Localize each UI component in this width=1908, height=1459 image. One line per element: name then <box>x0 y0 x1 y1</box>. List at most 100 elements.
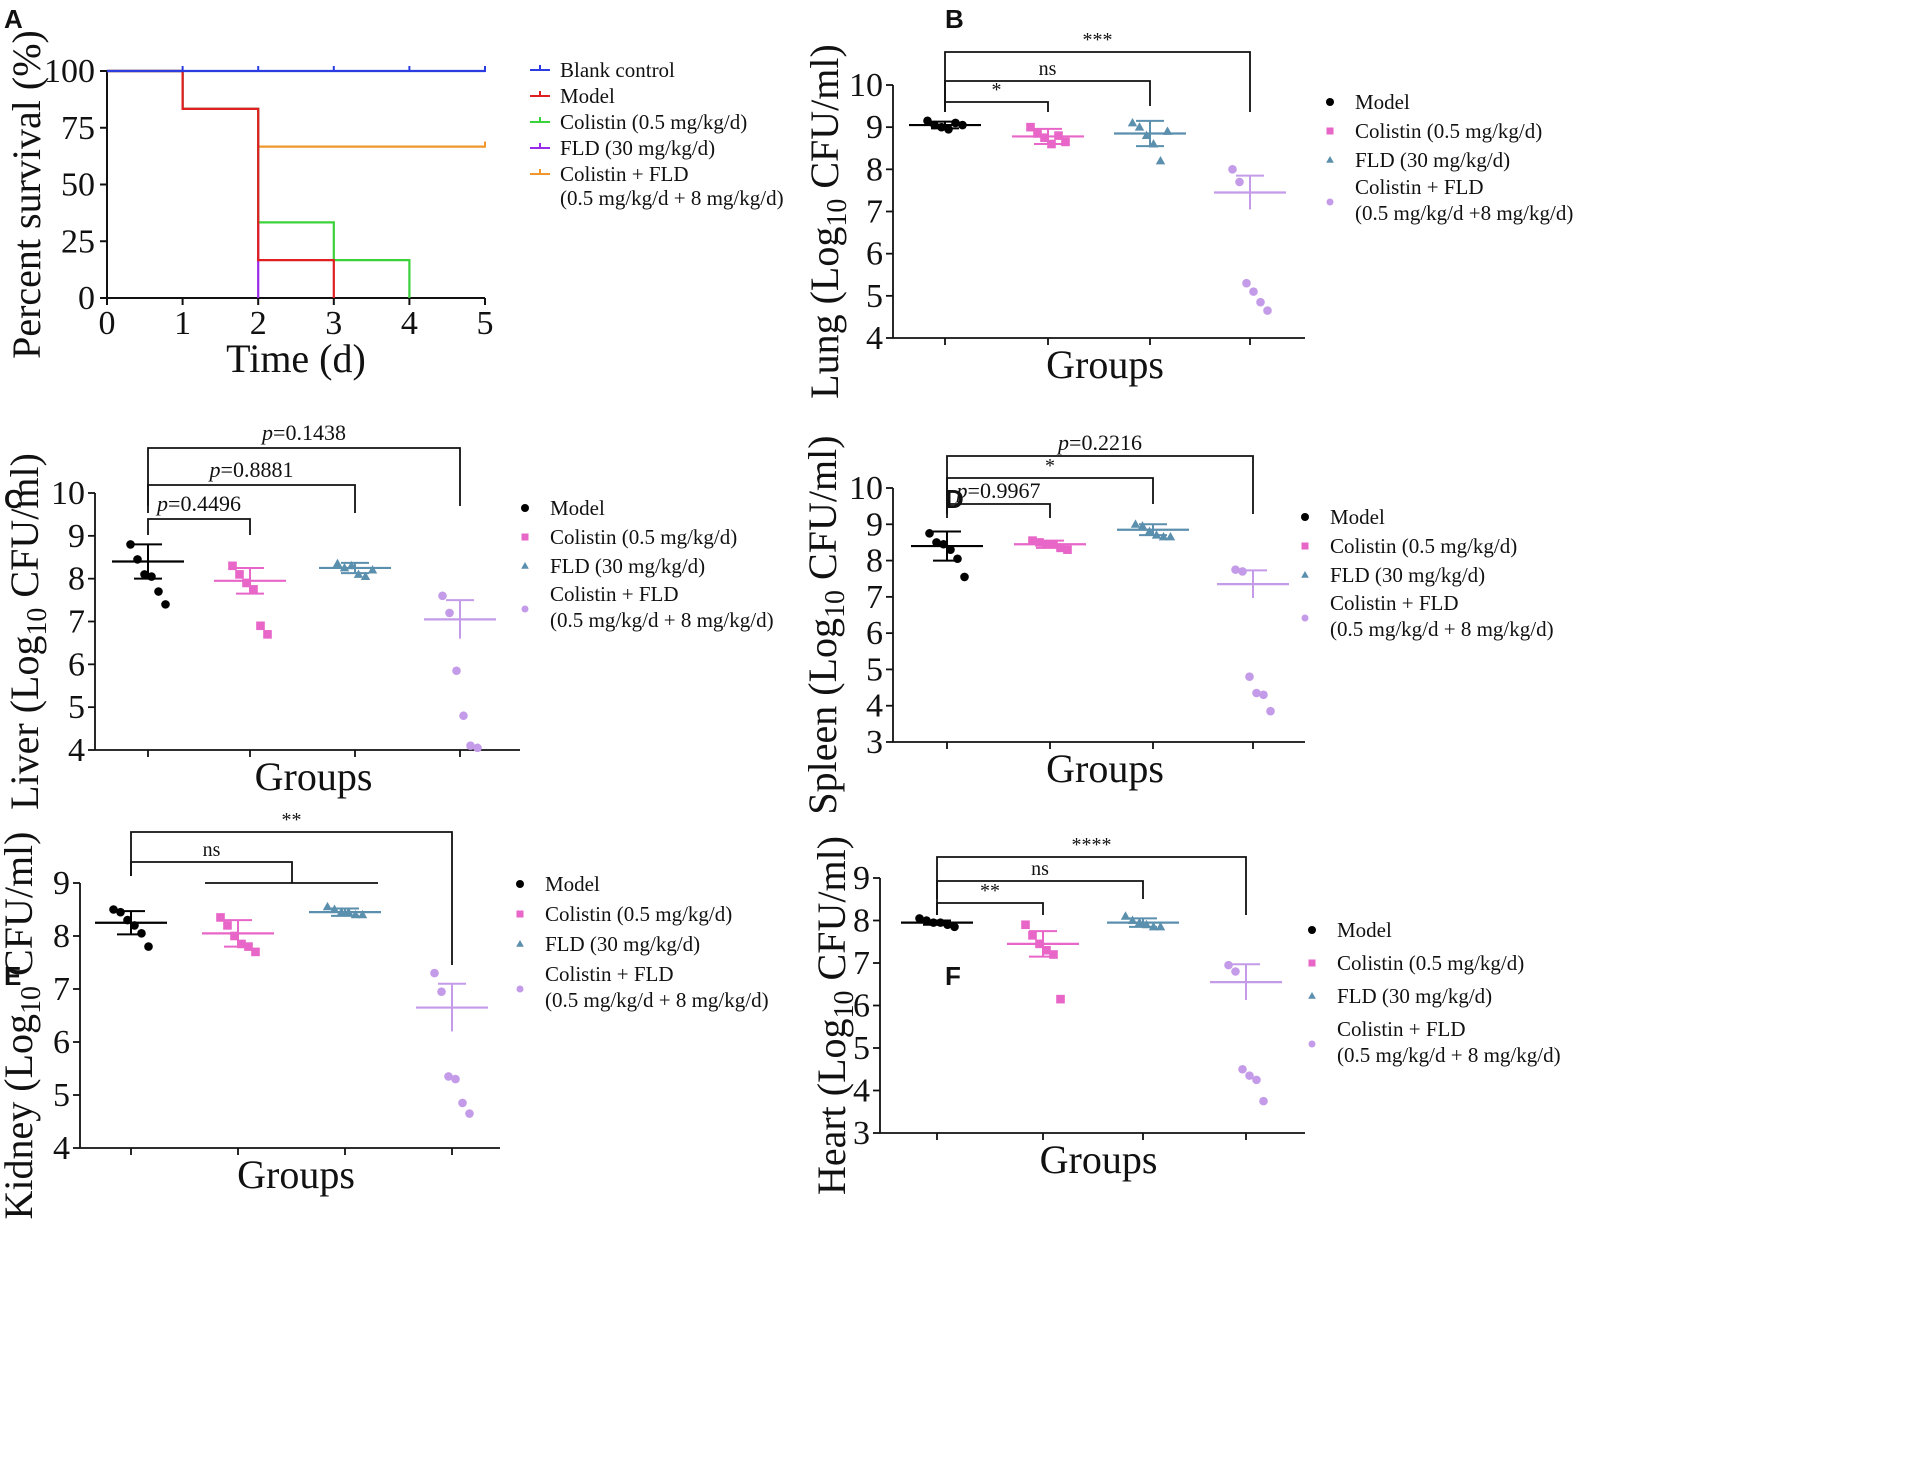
panel-b-legend-label: FLD (30 mg/kg/d) <box>1355 148 1510 172</box>
panel-d-legend-marker <box>1301 614 1309 622</box>
panel-e-legend-marker <box>516 910 524 918</box>
panel-e-legend-label: (0.5 mg/kg/d + 8 mg/kg/d) <box>545 988 769 1012</box>
panel-c-y-tick-label: 7 <box>68 604 85 641</box>
panel-e-point-fld <box>322 901 333 911</box>
panel-a-x-tick-label: 3 <box>325 305 342 342</box>
panel-d-p-prefix: p <box>1056 430 1069 455</box>
panel-f-point-colistin-fld <box>1252 1075 1261 1085</box>
panel-b-legend-item-colistin: Colistin (0.5 mg/kg/d) <box>1326 119 1542 143</box>
panel-b-point-colistin-fld <box>1228 165 1237 174</box>
panel-c-bracket-line <box>147 518 251 535</box>
panel-f-legend-item-fld: FLD (30 mg/kg/d) <box>1308 984 1492 1008</box>
panel-f-significance-label: ns <box>1031 858 1049 880</box>
panel-c-y-tick-label: 9 <box>68 518 85 555</box>
panel-c-legend-label: Model <box>550 496 605 520</box>
panel-d-point-fld <box>1158 532 1169 541</box>
panel-c-y-tick-label: 10 <box>51 475 85 512</box>
panel-d-point-colistin-fld <box>1231 565 1240 574</box>
panel-e-point-model <box>144 942 153 951</box>
panel-b-legend-item-fld: FLD (30 mg/kg/d) <box>1326 148 1510 172</box>
panel-c-point-colistin <box>256 621 265 631</box>
panel-e-bracket-line <box>130 831 453 965</box>
panel-e-group-fld <box>309 901 381 919</box>
panel-f-point-colistin-fld <box>1238 1064 1247 1074</box>
panel-b-point-fld <box>1134 122 1145 131</box>
panel-d-group-colistin <box>1014 536 1086 554</box>
panel-f-point-fld <box>1120 911 1131 920</box>
panel-c-p-prefix: p <box>155 491 168 516</box>
panel-d-y-axis-label: Spleen (Log10 CFU/ml) <box>800 435 851 814</box>
panel-e-group-colistin-fld <box>416 968 488 1118</box>
panel-f-y-axis-label-subscript: 10 <box>829 990 860 1018</box>
panel-a-legend-item-model: Model <box>530 84 615 108</box>
panel-c-legend-label: FLD (30 mg/kg/d) <box>550 554 705 578</box>
panel-a-y-tick-label: 25 <box>61 223 95 260</box>
panel-a-y-tick-label: 75 <box>61 110 95 147</box>
panel-b-legend-marker <box>1326 98 1334 106</box>
panel-e-point-colistin-fld <box>458 1098 467 1108</box>
panel-b-legend-item-model: Model <box>1326 90 1410 114</box>
panel-e-legend-label: FLD (30 mg/kg/d) <box>545 932 700 956</box>
panel-f-legend-item-colistin-fld: Colistin + FLD(0.5 mg/kg/d + 8 mg/kg/d) <box>1308 1017 1561 1067</box>
panel-c-legend-label: Colistin (0.5 mg/kg/d) <box>550 525 737 549</box>
panel-b-significance-bracket: *** <box>944 29 1251 112</box>
panel-c-y-axis-label-main: Liver (Log <box>2 636 47 810</box>
panel-e-significance-bracket: ns <box>130 839 378 884</box>
panel-b-significance-label: * <box>992 79 1002 101</box>
panel-c-legend-marker <box>521 533 529 541</box>
panel-c-point-fld <box>332 558 343 568</box>
panel-b-y-axis-label-end: CFU/ml) <box>802 44 847 198</box>
panel-d-significance-label: * <box>1045 455 1055 477</box>
panel-letter-d: D <box>945 484 964 514</box>
panel-c-point-colistin-fld <box>473 743 482 753</box>
panel-b-point-colistin-fld <box>1242 278 1251 288</box>
panel-f-legend-marker <box>1308 959 1316 967</box>
panel-c-group-colistin-fld <box>424 591 496 753</box>
panel-b-y-tick-label: 4 <box>866 320 883 357</box>
panel-d-point-colistin-fld <box>1238 567 1247 576</box>
panel-e-legend-marker <box>516 985 524 993</box>
panel-c-p-prefix: p <box>208 457 221 482</box>
panel-b-y-tick-label: 10 <box>849 67 883 104</box>
panel-c-point-colistin-fld <box>445 608 454 618</box>
panel-c-legend-label: Colistin + FLD <box>550 582 679 606</box>
panel-c-significance-bracket: p=0.1438 <box>147 420 461 506</box>
panel-d-legend-item-model: Model <box>1301 505 1385 529</box>
panel-f-group-colistin <box>1007 920 1079 1004</box>
panel-e-legend-item-colistin-fld: Colistin + FLD(0.5 mg/kg/d + 8 mg/kg/d) <box>516 962 769 1012</box>
panel-a-x-tick-label: 2 <box>250 305 267 342</box>
panel-letter-a: A <box>4 4 23 34</box>
panel-b-point-colistin-fld <box>1249 287 1258 296</box>
panel-d-p-value: =0.9967 <box>968 478 1041 503</box>
panel-c-p-value-label: p=0.8881 <box>208 457 294 482</box>
panel-f-y-tick-label: 3 <box>853 1115 870 1152</box>
panel-f-significance-bracket: **** <box>936 834 1247 915</box>
panel-b-point-colistin <box>1033 129 1042 138</box>
panel-a-legend-label: FLD (30 mg/kg/d) <box>560 136 715 160</box>
panel-f-legend-marker <box>1308 1040 1316 1048</box>
panel-c-y-axis-label-end: CFU/ml) <box>2 453 47 607</box>
panel-a-legend-label: (0.5 mg/kg/d + 8 mg/kg/d) <box>560 186 784 210</box>
panel-f-point-colistin <box>1042 945 1051 955</box>
panel-letter-f: F <box>945 961 961 991</box>
panel-e-y-axis-label-main: Kidney (Log <box>0 1014 41 1220</box>
panel-letter-c: C <box>4 484 23 514</box>
panel-b-group-fld <box>1114 118 1186 165</box>
panel-b-group-colistin-fld <box>1214 165 1286 315</box>
panel-e-legend-item-model: Model <box>516 872 600 896</box>
panel-b-point-fld <box>1127 118 1138 127</box>
panel-d-point-colistin-fld <box>1252 688 1261 698</box>
panel-d-y-tick-label: 10 <box>849 470 883 507</box>
panel-d-y-axis-label-end: CFU/ml) <box>800 435 845 589</box>
panel-e-significance-label: ns <box>203 839 221 861</box>
panel-c-group-model <box>112 540 184 609</box>
panel-d-point-colistin <box>1028 536 1037 545</box>
panel-d-legend-marker <box>1301 570 1309 578</box>
panel-e-point-colistin-fld <box>465 1109 474 1118</box>
panel-f-y-tick-label: 5 <box>853 1030 870 1067</box>
panel-f-heart-chart: 3 4 5 6 7 8 9 ** ns **** Groups Heart (Log10 CFU/ml… <box>809 834 1561 1195</box>
panel-f-y-tick-label: 4 <box>853 1073 870 1110</box>
panel-d-y-tick-label: 6 <box>866 615 883 652</box>
panel-letter-e: E <box>4 961 21 991</box>
